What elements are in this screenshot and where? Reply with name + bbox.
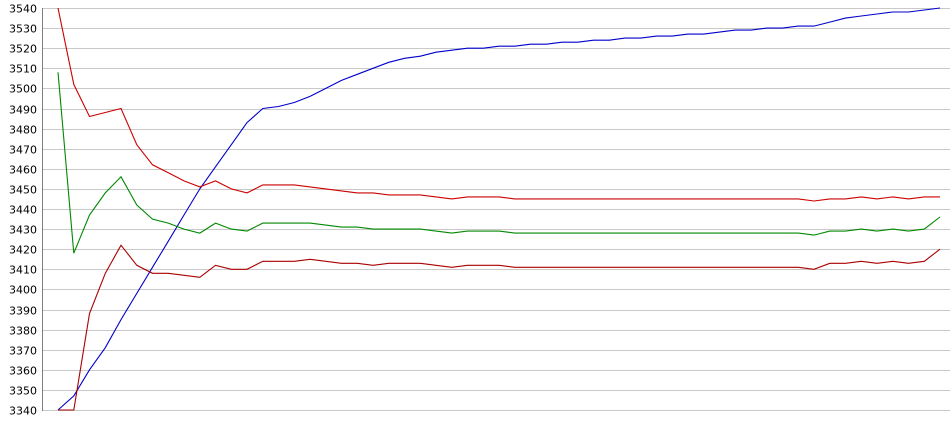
y-tick-label: 3390 bbox=[9, 305, 37, 318]
y-tick-label: 3510 bbox=[9, 63, 37, 76]
y-axis-ticks: 3340 3350 3360 3370 3380 3390 3400 3410 3420 3430… bbox=[9, 3, 37, 418]
y-tick-label: 3460 bbox=[9, 164, 37, 177]
y-tick-label: 3470 bbox=[9, 144, 37, 157]
y-tick-label: 3430 bbox=[9, 224, 37, 237]
y-tick-label: 3420 bbox=[9, 244, 37, 257]
y-tick-label: 3340 bbox=[9, 405, 37, 418]
y-tick-label: 3380 bbox=[9, 325, 37, 338]
series-lines bbox=[57, 7, 941, 411]
y-tick-label: 3490 bbox=[9, 104, 37, 117]
grid bbox=[42, 8, 950, 411]
y-tick-label: 3500 bbox=[9, 83, 37, 96]
y-tick-label: 3440 bbox=[9, 204, 37, 217]
y-tick-label: 3530 bbox=[9, 23, 37, 36]
y-tick-label: 3360 bbox=[9, 365, 37, 378]
series-line-2 bbox=[57, 7, 940, 202]
series-line-3 bbox=[57, 72, 941, 254]
y-tick-label: 3520 bbox=[9, 43, 37, 56]
y-tick-label: 3370 bbox=[9, 345, 37, 358]
y-tick-label: 3410 bbox=[9, 264, 37, 277]
y-tick-label: 3480 bbox=[9, 124, 37, 137]
y-tick-label: 3450 bbox=[9, 184, 37, 197]
series-line-4 bbox=[58, 244, 941, 411]
y-tick-label: 3400 bbox=[9, 284, 37, 297]
y-tick-label: 3540 bbox=[9, 3, 37, 16]
series-line-1 bbox=[57, 7, 941, 411]
y-tick-label: 3350 bbox=[9, 385, 37, 398]
